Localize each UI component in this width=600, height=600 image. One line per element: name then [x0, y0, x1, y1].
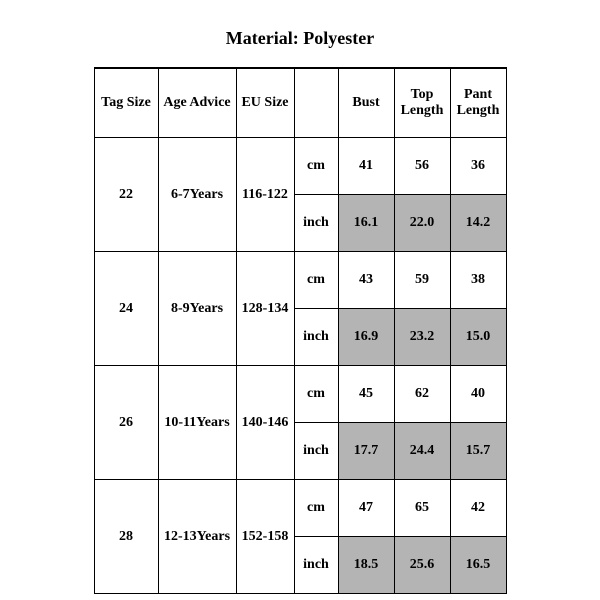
cell-unit-inch: inch — [294, 537, 338, 594]
cell-pant-length: 38 — [450, 252, 506, 309]
cell-top-length: 62 — [394, 366, 450, 423]
cell-bust: 16.1 — [338, 195, 394, 252]
size-table: Tag Size Age Advice EU Size Bust Top Len… — [94, 67, 507, 594]
col-header-top-length: Top Length — [394, 68, 450, 138]
cell-tag-size: 24 — [94, 252, 158, 366]
cell-pant-length: 36 — [450, 138, 506, 195]
cell-bust: 47 — [338, 480, 394, 537]
cell-bust: 45 — [338, 366, 394, 423]
cell-age-advice: 6-7Years — [158, 138, 236, 252]
table-row: 26 10-11Years 140-146 cm 45 62 40 — [94, 366, 506, 423]
col-header-age-advice: Age Advice — [158, 68, 236, 138]
table-header-row: Tag Size Age Advice EU Size Bust Top Len… — [94, 68, 506, 138]
cell-pant-length: 42 — [450, 480, 506, 537]
cell-pant-length: 14.2 — [450, 195, 506, 252]
cell-age-advice: 12-13Years — [158, 480, 236, 594]
size-chart-page: Material: Polyester Tag Size Age Advice … — [0, 0, 600, 600]
col-header-pant-length: Pant Length — [450, 68, 506, 138]
cell-unit-inch: inch — [294, 423, 338, 480]
cell-eu-size: 152-158 — [236, 480, 294, 594]
cell-unit-cm: cm — [294, 252, 338, 309]
cell-tag-size: 26 — [94, 366, 158, 480]
page-title: Material: Polyester — [0, 0, 600, 67]
col-header-unit — [294, 68, 338, 138]
cell-eu-size: 128-134 — [236, 252, 294, 366]
cell-pant-length: 16.5 — [450, 537, 506, 594]
table-body: 22 6-7Years 116-122 cm 41 56 36 inch 16.… — [94, 138, 506, 594]
cell-tag-size: 22 — [94, 138, 158, 252]
cell-age-advice: 8-9Years — [158, 252, 236, 366]
cell-pant-length: 15.7 — [450, 423, 506, 480]
cell-top-length: 65 — [394, 480, 450, 537]
cell-pant-length: 15.0 — [450, 309, 506, 366]
cell-age-advice: 10-11Years — [158, 366, 236, 480]
cell-unit-inch: inch — [294, 309, 338, 366]
cell-top-length: 56 — [394, 138, 450, 195]
cell-bust: 17.7 — [338, 423, 394, 480]
col-header-tag-size: Tag Size — [94, 68, 158, 138]
table-row: 28 12-13Years 152-158 cm 47 65 42 — [94, 480, 506, 537]
cell-top-length: 25.6 — [394, 537, 450, 594]
cell-top-length: 23.2 — [394, 309, 450, 366]
col-header-bust: Bust — [338, 68, 394, 138]
table-row: 24 8-9Years 128-134 cm 43 59 38 — [94, 252, 506, 309]
cell-eu-size: 116-122 — [236, 138, 294, 252]
cell-bust: 41 — [338, 138, 394, 195]
cell-top-length: 22.0 — [394, 195, 450, 252]
col-header-eu-size: EU Size — [236, 68, 294, 138]
cell-tag-size: 28 — [94, 480, 158, 594]
cell-top-length: 59 — [394, 252, 450, 309]
cell-eu-size: 140-146 — [236, 366, 294, 480]
cell-unit-cm: cm — [294, 138, 338, 195]
cell-bust: 16.9 — [338, 309, 394, 366]
table-row: 22 6-7Years 116-122 cm 41 56 36 — [94, 138, 506, 195]
cell-unit-cm: cm — [294, 366, 338, 423]
cell-pant-length: 40 — [450, 366, 506, 423]
cell-top-length: 24.4 — [394, 423, 450, 480]
cell-bust: 18.5 — [338, 537, 394, 594]
cell-bust: 43 — [338, 252, 394, 309]
cell-unit-inch: inch — [294, 195, 338, 252]
cell-unit-cm: cm — [294, 480, 338, 537]
